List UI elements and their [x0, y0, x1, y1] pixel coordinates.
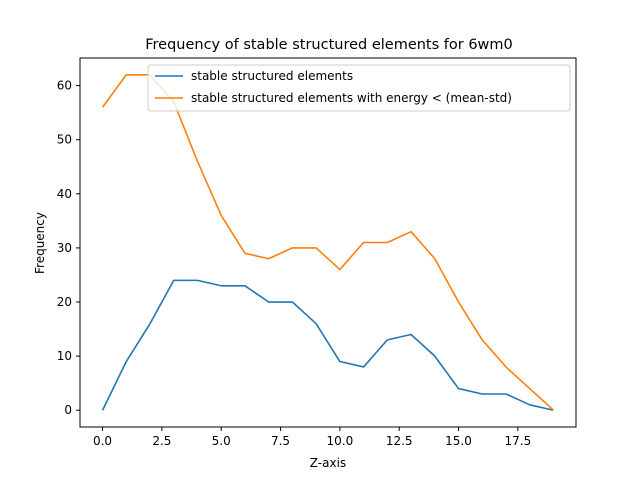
y-axis-ticks: 0 10 20 30 40 50 60 — [57, 79, 80, 417]
y-tick-label: 0 — [64, 403, 72, 417]
series-line-0 — [101, 279, 554, 412]
series-layer — [101, 73, 554, 412]
x-tick-label: 15.0 — [445, 434, 472, 448]
x-axis-label: Z-axis — [310, 456, 346, 470]
legend-label-series-0: stable structured elements — [191, 69, 353, 83]
x-tick-label: 5.0 — [212, 434, 231, 448]
y-tick-label: 30 — [57, 241, 72, 255]
y-tick-label: 50 — [57, 133, 72, 147]
legend-label-series-1: stable structured elements with energy <… — [191, 91, 512, 105]
chart-title: Frequency of stable structured elements … — [145, 37, 513, 53]
y-tick-label: 40 — [57, 187, 72, 201]
y-axis-label: Frequency — [33, 212, 47, 274]
series-line-1 — [101, 73, 554, 411]
y-tick-label: 20 — [57, 295, 72, 309]
plot-frame — [79, 57, 577, 428]
x-tick-label: 2.5 — [152, 434, 171, 448]
x-tick-label: 7.5 — [271, 434, 290, 448]
plot-area — [79, 57, 577, 428]
x-tick-label: 0.0 — [93, 434, 112, 448]
x-tick-label: 12.5 — [386, 434, 413, 448]
x-tick-label: 17.5 — [504, 434, 531, 448]
y-tick-label: 60 — [57, 79, 72, 93]
legend: stable structured elements stable struct… — [147, 64, 571, 112]
y-tick-label: 10 — [57, 349, 72, 363]
legend-box — [147, 64, 571, 112]
x-axis-ticks: 0.0 2.5 5.0 7.5 10.0 12.5 15.0 17.5 — [93, 427, 531, 448]
x-tick-label: 10.0 — [327, 434, 354, 448]
